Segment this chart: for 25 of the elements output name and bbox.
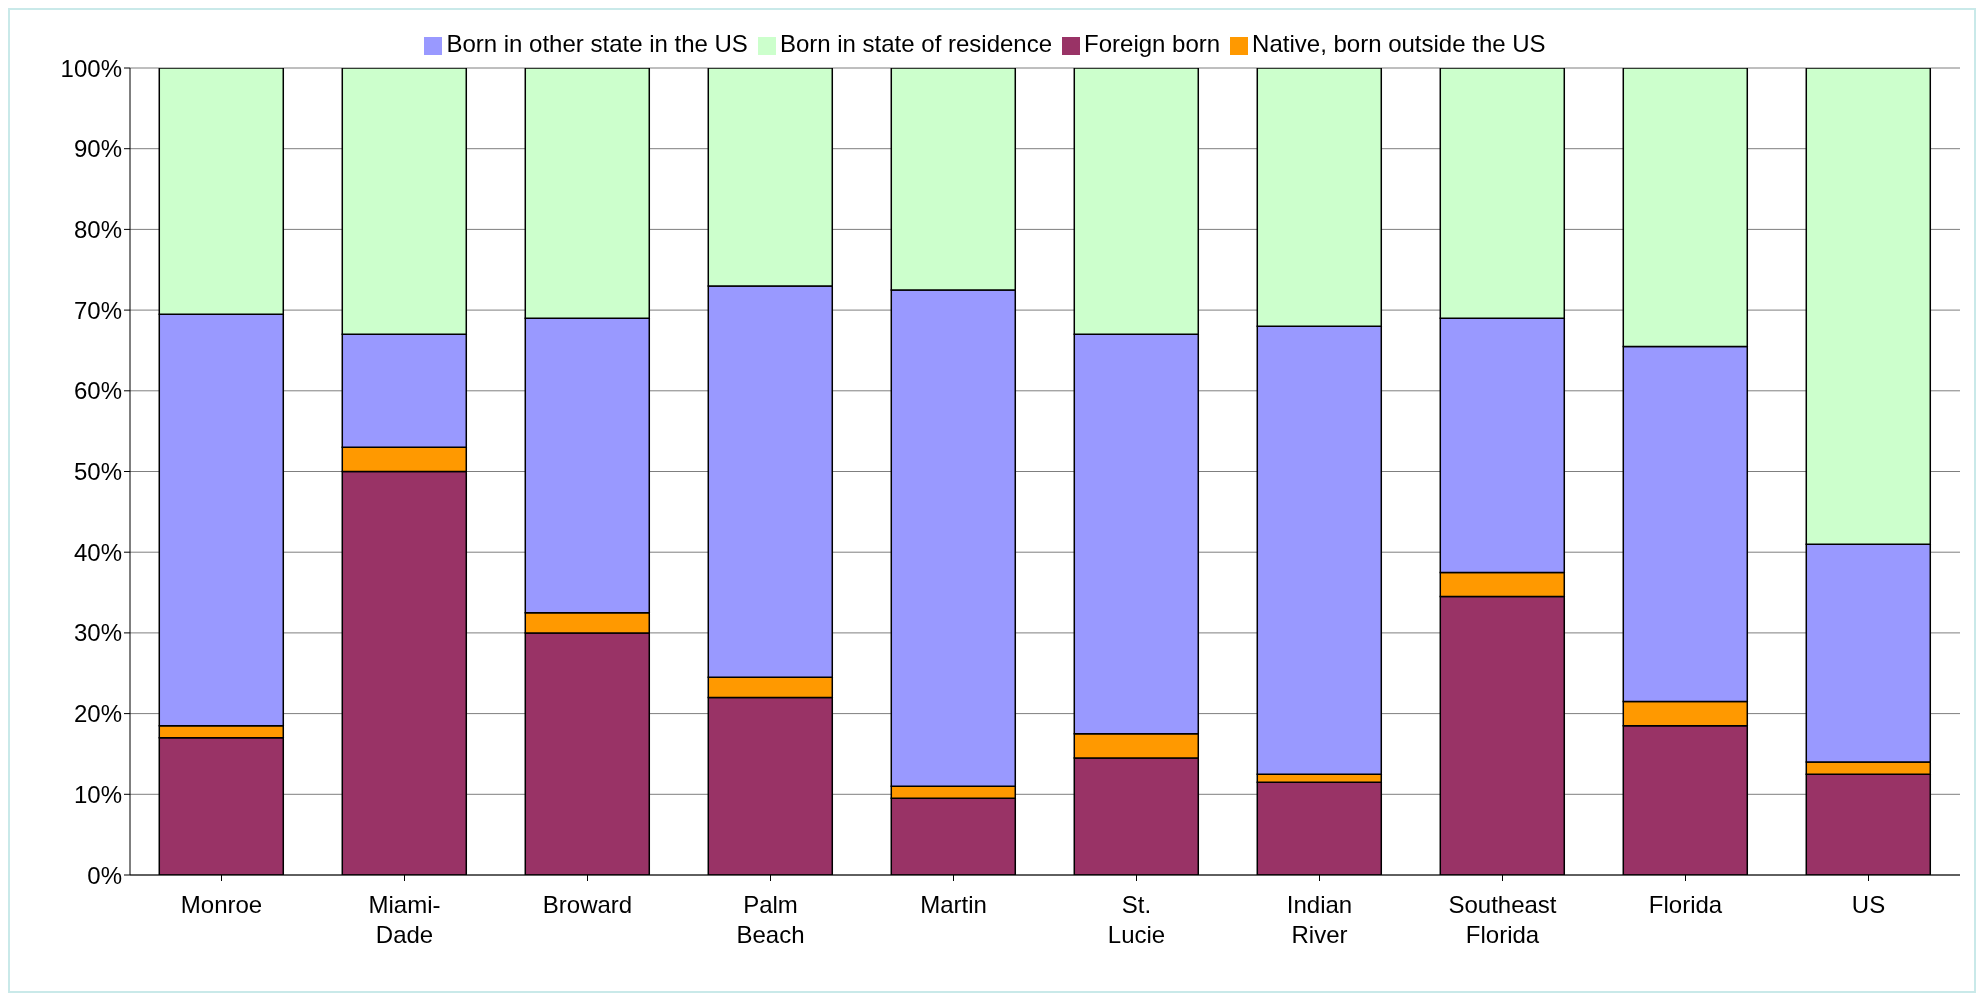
x-tick-label: Martin [920, 891, 987, 918]
x-tick-label: Palm Beach [736, 891, 805, 948]
x-tick-label: Miami-Dade [368, 891, 441, 948]
y-tick-label: 50% [73, 458, 122, 486]
x-tick-label: St. Lucie [1107, 891, 1166, 948]
x-tick-label: US [1851, 891, 1886, 918]
legend-label: Native, born outside the US [1252, 30, 1546, 57]
x-tick-label: Monroe [180, 891, 263, 918]
y-tick-label: 100% [60, 54, 122, 82]
y-tick-label: 70% [73, 296, 122, 324]
x-tick-label: Indian River [1286, 891, 1353, 948]
x-tick-label: Broward [542, 891, 633, 918]
y-tick-label: 60% [73, 377, 122, 405]
y-tick-label: 30% [73, 619, 122, 647]
legend-label: Born in other state in the US [446, 30, 748, 57]
y-tick-label: 20% [73, 700, 122, 728]
x-tick-label: Southeast Florida [1448, 891, 1557, 948]
y-tick-label: 80% [73, 215, 122, 243]
y-tick-label: 90% [73, 135, 122, 163]
y-tick-label: 0% [87, 861, 122, 889]
x-tick-label: Florida [1648, 891, 1723, 918]
y-tick-label: 10% [73, 780, 122, 808]
legend-label: Born in state of residence [779, 30, 1053, 57]
y-tick-label: 40% [73, 538, 122, 566]
legend-label: Foreign born [1084, 30, 1221, 57]
